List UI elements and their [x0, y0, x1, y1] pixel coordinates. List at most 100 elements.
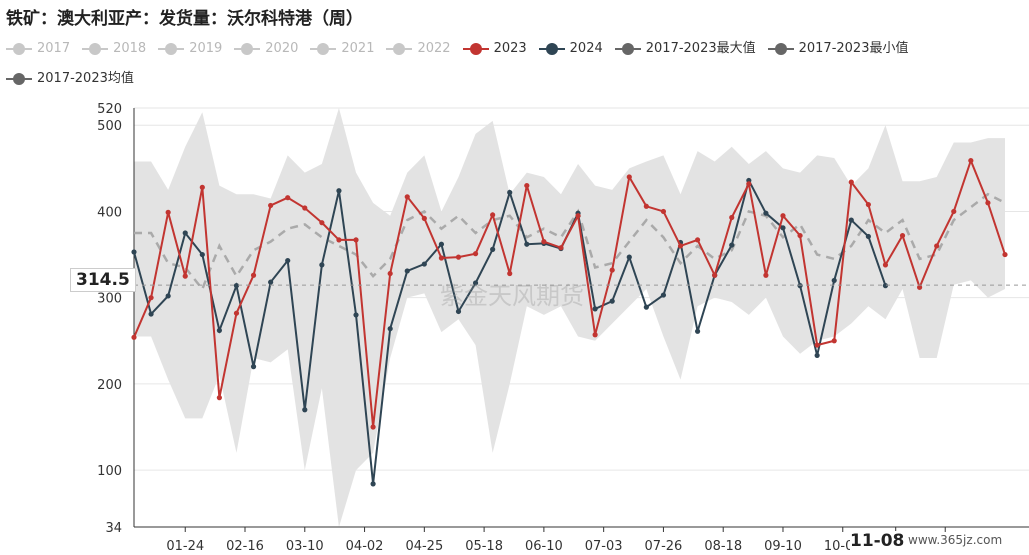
legend-label: 2024 — [569, 41, 603, 56]
x-tick-label: 05-18 — [465, 539, 503, 554]
x-tick-label: 03-10 — [286, 539, 324, 554]
data-point-2023 — [814, 342, 820, 348]
data-point-2023 — [729, 214, 735, 221]
legend-item[interactable]: 2017-2023最小值 — [767, 36, 909, 62]
legend-item[interactable]: 2023 — [462, 36, 527, 62]
x-tick-label: 07-03 — [585, 539, 623, 554]
data-point-2024 — [353, 312, 359, 318]
data-point-2024 — [882, 283, 889, 289]
y-tick-label: 520 — [97, 102, 122, 117]
y-tick-label: 300 — [97, 292, 122, 307]
data-point-2023 — [643, 203, 649, 209]
legend-item[interactable]: 2019 — [158, 36, 222, 62]
data-point-2024 — [216, 327, 222, 334]
y-tick-label: 100 — [97, 464, 122, 479]
legend-item[interactable]: 2017 — [6, 36, 70, 62]
data-point-2023 — [507, 270, 513, 277]
data-point-2023 — [899, 232, 906, 239]
legend-marker — [234, 43, 261, 55]
legend-item[interactable]: 2021 — [310, 36, 374, 62]
data-point-2024 — [507, 189, 513, 196]
data-point-2023 — [387, 270, 393, 277]
data-point-2023 — [421, 215, 427, 221]
data-point-2023 — [660, 208, 667, 215]
data-point-2023 — [780, 213, 786, 219]
data-point-2023 — [882, 262, 889, 268]
data-point-2023 — [541, 239, 547, 245]
data-point-2023 — [455, 254, 462, 260]
data-point-2023 — [353, 237, 359, 243]
data-point-2024 — [490, 246, 496, 252]
data-point-2023 — [490, 212, 496, 218]
data-point-2023 — [216, 395, 222, 401]
data-point-2023 — [951, 208, 957, 215]
legend-label: 2020 — [265, 41, 299, 56]
chart-title: 铁矿：澳大利亚产：发货量：沃尔科特港（周） — [6, 9, 363, 29]
data-point-2023 — [131, 334, 137, 340]
legend-marker — [386, 43, 413, 55]
data-point-2023 — [797, 232, 803, 239]
legend-marker — [6, 43, 32, 55]
x-tick-label: 09-10 — [764, 539, 802, 554]
legend-item[interactable]: 2018 — [82, 36, 146, 62]
data-point-2023 — [336, 237, 342, 243]
data-point-2023 — [438, 255, 445, 261]
data-point-2024 — [250, 364, 257, 370]
data-point-2024 — [814, 352, 820, 359]
legend-item[interactable]: 2024 — [538, 36, 603, 62]
data-point-2023 — [285, 195, 291, 201]
data-point-2023 — [233, 310, 240, 316]
legend-item[interactable]: 2017-2023均值 — [6, 66, 134, 92]
data-point-2023 — [831, 338, 837, 344]
data-point-2023 — [917, 284, 923, 290]
legend-marker — [767, 43, 794, 55]
data-point-2024 — [609, 298, 615, 304]
data-point-2024 — [763, 210, 769, 216]
data-point-2023 — [677, 243, 684, 249]
data-point-2024 — [302, 407, 308, 413]
min-max-band — [134, 108, 1005, 527]
data-point-2023 — [746, 181, 752, 187]
data-point-2024 — [848, 217, 854, 223]
data-point-2023 — [626, 174, 632, 180]
x-tick-label: 06-10 — [525, 539, 563, 554]
legend-item[interactable]: 2020 — [234, 36, 298, 62]
data-point-2024 — [131, 249, 137, 255]
legend-item[interactable]: 2022 — [386, 36, 451, 62]
y-tick-label: 500 — [97, 119, 122, 134]
x-tick-label: 01-24 — [166, 539, 204, 554]
data-point-2023 — [609, 267, 615, 273]
legend-label: 2022 — [417, 41, 451, 56]
data-point-2023 — [524, 182, 530, 189]
cursor-y-label: 314.5 — [70, 268, 136, 292]
data-point-2023 — [592, 332, 598, 338]
cursor-x-label: 11-08 — [850, 531, 905, 551]
legend-label: 2018 — [113, 41, 147, 56]
data-point-2023 — [148, 295, 154, 301]
data-point-2024 — [455, 308, 462, 315]
legend-marker — [6, 73, 32, 85]
y-tick-label: 200 — [97, 378, 122, 393]
data-point-2023 — [1002, 251, 1008, 258]
x-tick-label: 07-26 — [645, 539, 683, 554]
data-point-2024 — [182, 230, 188, 236]
x-tick-label: 02-16 — [226, 539, 264, 554]
data-point-2023 — [302, 205, 308, 211]
data-point-2023 — [985, 200, 991, 206]
data-point-2023 — [404, 194, 410, 200]
legend-marker — [462, 43, 489, 55]
legend-marker — [82, 43, 109, 55]
legend-marker — [310, 43, 337, 55]
watermark: 紫金天风期货 — [440, 282, 584, 310]
data-point-2024 — [694, 328, 701, 334]
data-point-2023 — [865, 201, 871, 208]
data-point-2024 — [831, 277, 837, 284]
data-point-2024 — [148, 311, 154, 317]
data-point-2024 — [421, 261, 427, 267]
y-tick-label: 400 — [97, 205, 122, 220]
data-point-2024 — [387, 326, 393, 332]
legend-label: 2017-2023最小值 — [798, 41, 909, 56]
legend-marker — [538, 43, 565, 55]
legend-item[interactable]: 2017-2023最大值 — [614, 36, 756, 62]
